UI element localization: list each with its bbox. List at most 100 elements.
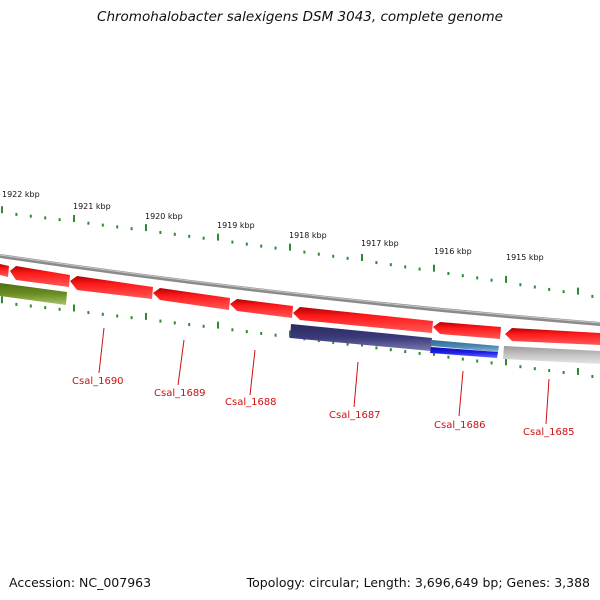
gene-feature[interactable] [430,347,498,358]
major-tick [577,368,579,375]
minor-tick [548,287,551,291]
gene-label[interactable]: Csal_1689 [154,388,206,399]
minor-tick [58,307,61,311]
map-title: Chromohalobacter salexigens DSM 3043, co… [97,9,503,25]
minor-tick [332,254,335,258]
major-tick [1,206,3,214]
major-tick [1,296,3,304]
minor-tick [461,357,464,361]
minor-tick [173,321,176,325]
minor-tick [490,361,493,365]
minor-tick [389,263,392,267]
gene-feature[interactable] [431,340,499,352]
minor-tick [188,234,191,238]
scale-label: 1920 kbp [145,212,183,221]
gene-feature[interactable] [433,322,501,339]
gene-feature[interactable] [290,324,432,351]
minor-tick [159,231,162,234]
minor-tick [188,323,191,327]
gene-feature[interactable] [505,328,600,345]
major-tick [577,287,579,295]
minor-tick [461,274,464,278]
minor-tick [245,330,248,334]
minor-tick [58,218,61,222]
gene-label[interactable]: Csal_1688 [225,397,277,408]
minor-tick [87,311,90,315]
minor-tick [15,302,18,306]
accession-text: Accession: NC_007963 [9,575,152,590]
genome-summary-text: Topology: circular; Length: 3,696,649 bp… [246,575,590,590]
minor-tick [332,340,335,344]
genome-backbone-highlight [0,254,600,324]
major-tick [505,358,507,366]
gene-label[interactable]: Csal_1687 [329,410,381,421]
minor-tick [159,319,162,323]
minor-tick [44,216,47,220]
minor-tick [375,346,378,350]
genome-backbone [0,254,600,326]
gene-track-reverse [0,283,600,364]
gene-feature[interactable] [10,266,70,287]
minor-tick [591,294,594,298]
scale-label: 1917 kbp [361,239,399,248]
major-tick [433,264,435,272]
minor-tick [519,365,522,369]
gene-label[interactable]: Csal_1685 [523,427,575,438]
minor-tick [562,290,565,294]
minor-tick [404,350,407,354]
minor-tick [562,371,565,374]
major-tick [505,275,507,283]
gene-feature[interactable] [70,276,153,299]
major-tick [73,304,75,312]
gene-feature[interactable] [0,283,67,305]
minor-tick [274,246,277,250]
minor-tick [260,331,263,335]
minor-tick [476,276,479,280]
minor-tick [29,304,32,308]
minor-tick [202,236,205,240]
gene-label[interactable]: Csal_1690 [72,376,124,387]
gene-feature[interactable] [153,288,230,310]
minor-tick [476,359,479,363]
minor-tick [44,306,47,310]
minor-tick [317,252,320,256]
scale-label: 1916 kbp [434,247,472,256]
major-tick [289,330,291,338]
minor-tick [202,324,205,328]
minor-tick [116,225,119,229]
major-tick [361,254,363,261]
minor-tick [346,256,349,260]
minor-tick [274,333,277,337]
gene-feature[interactable] [230,299,293,318]
minor-tick [490,278,493,282]
minor-tick [130,227,133,231]
major-tick [145,312,147,320]
minor-tick [87,221,90,225]
minor-tick [533,367,536,371]
gene-track-forward [0,264,600,345]
minor-tick [101,312,104,316]
scale-label: 1915 kbp [506,253,544,262]
minor-tick [346,342,349,346]
scale-label: 1921 kbp [73,202,111,211]
minor-tick [15,212,18,216]
gene-label[interactable]: Csal_1686 [434,420,486,431]
gene-feature[interactable] [0,264,9,277]
minor-tick [303,250,306,254]
major-tick [217,321,219,329]
scale-label: 1922 kbp [2,190,40,199]
minor-tick [533,285,536,289]
major-tick [217,233,219,241]
minor-tick [418,351,421,355]
minor-tick [231,240,234,244]
gene-feature[interactable] [503,346,600,364]
scale-label: 1918 kbp [289,231,327,240]
gene-feature[interactable] [293,307,433,333]
minor-tick [519,283,522,287]
scale-label: 1919 kbp [217,221,255,230]
minor-tick [418,267,421,271]
minor-tick [447,272,450,275]
minor-tick [260,244,263,248]
minor-tick [101,223,104,227]
